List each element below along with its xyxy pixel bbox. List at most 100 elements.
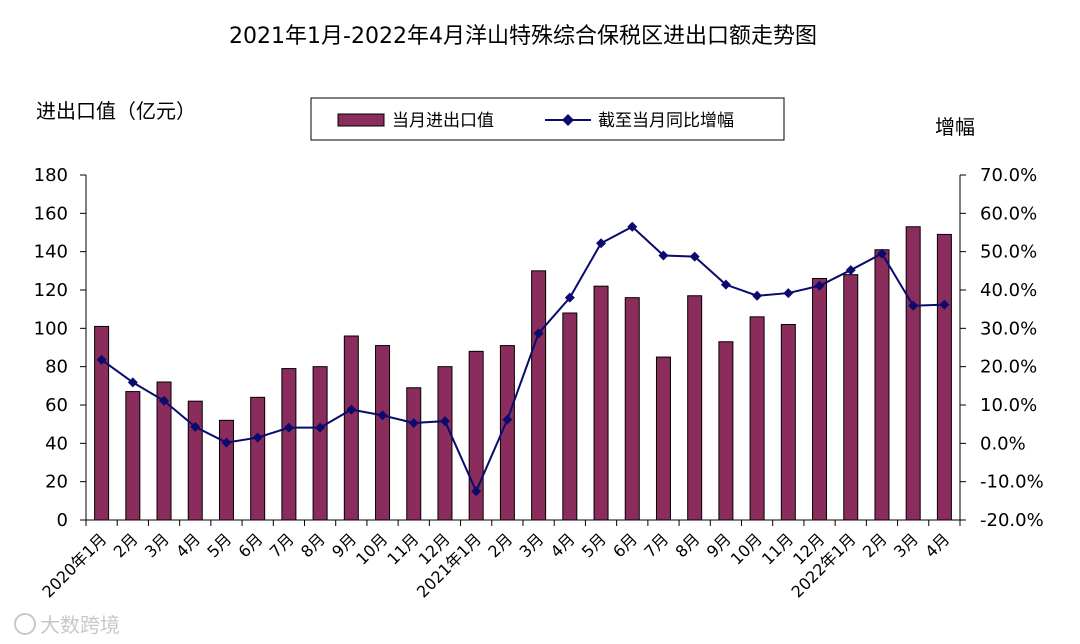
x-tick-label: 2月 — [484, 529, 516, 561]
bar — [375, 345, 391, 521]
y2-tick-label: 30.0% — [980, 318, 1037, 339]
x-tick-label: 3月 — [890, 529, 922, 561]
x-tick-label: 4月 — [547, 529, 579, 561]
x-tick-label: 8月 — [672, 529, 704, 561]
bar — [406, 387, 422, 521]
watermark-text: 大数跨境 — [40, 613, 120, 637]
x-tick-label: 4月 — [921, 529, 953, 561]
axes — [80, 174, 966, 526]
line-point — [283, 422, 294, 433]
bar — [843, 274, 859, 521]
line-series — [96, 221, 950, 497]
chart-title: 2021年1月-2022年4月洋山特殊综合保税区进出口额走势图 — [229, 24, 817, 49]
bar — [531, 270, 547, 521]
y-axis-title: 进出口值（亿元） — [36, 99, 196, 123]
line-point — [221, 437, 232, 448]
bar — [905, 226, 921, 521]
y2-tick-label: 0.0% — [980, 433, 1026, 454]
x-tick-label: 10月 — [727, 529, 766, 568]
y-tick-label: 100 — [34, 318, 68, 339]
bar — [749, 316, 765, 521]
x-tick-label: 10月 — [352, 529, 391, 568]
line-point — [564, 292, 575, 303]
bar — [812, 278, 828, 521]
bar — [250, 396, 266, 521]
bar — [655, 356, 671, 521]
bar — [562, 312, 578, 521]
line-point — [502, 414, 513, 425]
y-tick-label: 0 — [57, 510, 68, 531]
line-point — [783, 288, 794, 299]
legend-bar-label: 当月进出口值 — [392, 111, 494, 131]
line-point — [96, 354, 107, 365]
bar — [281, 368, 297, 521]
bar-series — [94, 226, 952, 521]
watermark: 大数跨境 — [14, 613, 120, 637]
bar — [718, 341, 734, 521]
x-tick-label: 8月 — [297, 529, 329, 561]
y2-tick-label: -20.0% — [980, 510, 1044, 531]
bar — [874, 249, 890, 521]
x-tick-label: 2月 — [859, 529, 891, 561]
y2-tick-label: 10.0% — [980, 395, 1037, 416]
line-point — [533, 328, 544, 339]
bar — [343, 335, 359, 521]
line-point — [159, 395, 170, 406]
line-point — [689, 251, 700, 262]
x-tick-label: 5月 — [203, 529, 235, 561]
legend-bar-swatch — [337, 113, 385, 127]
line-point — [377, 410, 388, 421]
y2-tick-label: -10.0% — [980, 472, 1044, 493]
line-point — [658, 250, 669, 261]
legend: 当月进出口值 截至当月同比增幅 — [310, 97, 785, 141]
x-tick-label: 3月 — [141, 529, 173, 561]
y2-tick-label: 50.0% — [980, 242, 1037, 263]
bar — [499, 345, 515, 521]
x-tick-label: 7月 — [266, 529, 298, 561]
series-line — [101, 225, 945, 494]
line-point — [346, 404, 357, 415]
x-tick-label: 5月 — [578, 529, 610, 561]
bar — [437, 366, 453, 521]
line-point — [471, 486, 482, 497]
line-point — [596, 238, 607, 249]
line-point — [814, 280, 825, 291]
bar — [687, 295, 703, 521]
x-tick-label: 2月 — [110, 529, 142, 561]
x-tick-label: 7月 — [640, 529, 672, 561]
bar — [125, 391, 141, 521]
y-tick-label: 80 — [45, 357, 68, 378]
y-tick-label: 40 — [45, 433, 68, 454]
bar — [312, 366, 328, 521]
y2-tick-label: 20.0% — [980, 357, 1037, 378]
y-tick-label: 160 — [34, 203, 68, 224]
x-tick-label: 3月 — [515, 529, 547, 561]
line-point — [127, 377, 138, 388]
line-point — [720, 279, 731, 290]
x-tick-label: 11月 — [383, 529, 422, 568]
x-tick-label: 2020年1月 — [38, 529, 110, 601]
legend-line-marker — [562, 114, 574, 126]
x-tick-label: 6月 — [235, 529, 267, 561]
bar — [187, 400, 203, 521]
line-point — [627, 221, 638, 232]
watermark-logo-icon — [14, 613, 36, 635]
line-point — [408, 418, 419, 429]
line-point — [252, 432, 263, 443]
bar — [936, 233, 952, 521]
line-point — [439, 416, 450, 427]
line-point — [315, 422, 326, 433]
line-point — [190, 421, 201, 432]
y2-tick-label: 70.0% — [980, 165, 1037, 186]
bar — [218, 419, 234, 521]
y2-tick-label: 40.0% — [980, 280, 1037, 301]
legend-line-label: 截至当月同比增幅 — [598, 111, 734, 131]
line-point — [752, 290, 763, 301]
line-point — [939, 299, 950, 310]
bar — [593, 285, 609, 521]
bar — [624, 297, 640, 521]
line-point — [845, 265, 856, 276]
x-tick-label: 4月 — [172, 529, 204, 561]
bar — [156, 381, 172, 521]
